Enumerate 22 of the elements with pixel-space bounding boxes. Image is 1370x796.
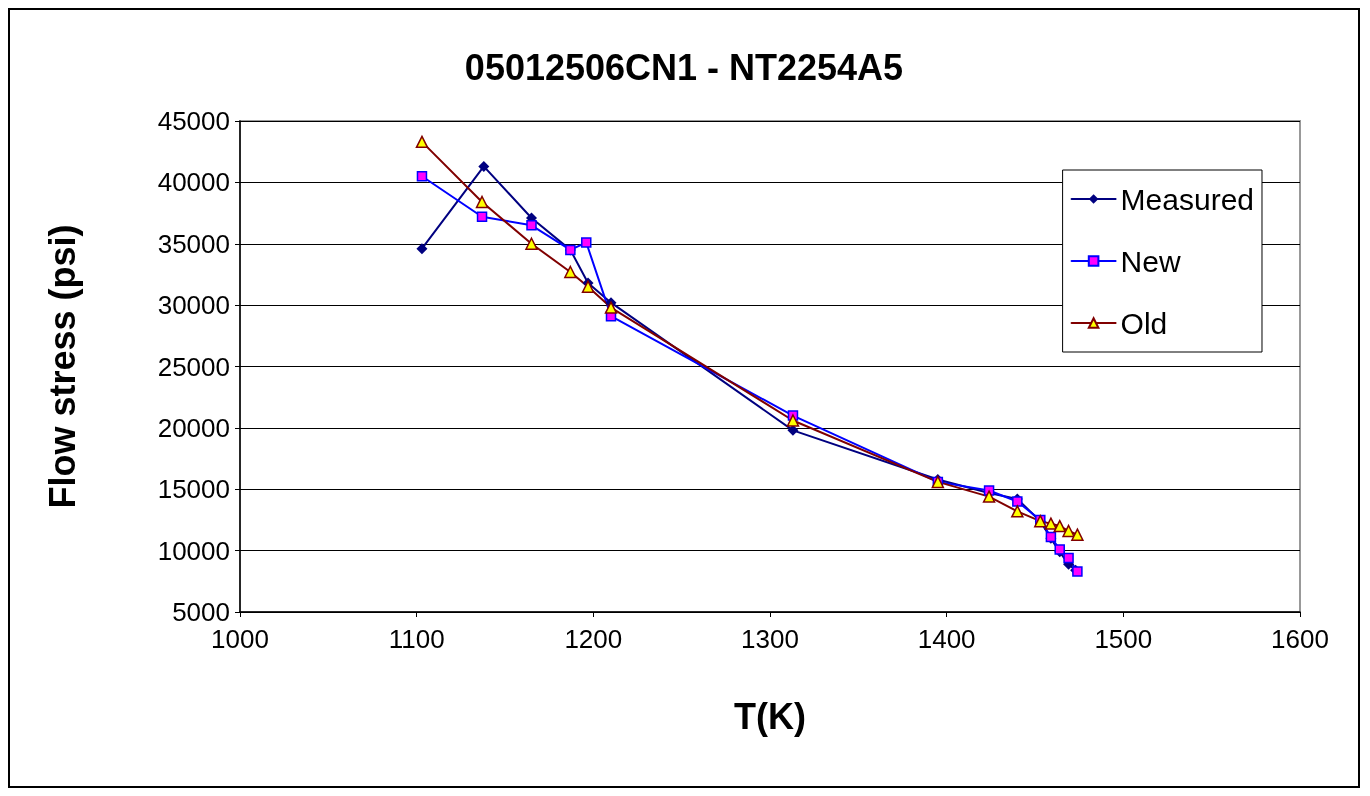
y-tick-label: 20000 (157, 412, 230, 443)
y-tick-label: 5000 (172, 597, 230, 627)
y-tick-label: 35000 (157, 228, 230, 259)
y-tick-label: 40000 (157, 167, 230, 198)
x-tick-label: 1100 (388, 624, 445, 654)
y-tick-label: 30000 (157, 290, 230, 321)
y-tick-label: 45000 (157, 106, 230, 136)
x-tick-label: 1200 (564, 624, 623, 654)
chart-title: 05012506CN1 - NT2254A5 (464, 46, 904, 88)
x-tick-label: 1300 (741, 624, 799, 654)
x-tick-label: 1600 (1271, 624, 1329, 654)
y-axis-title: Flow stress (psi) (41, 224, 83, 509)
x-axis-title: T(K) (734, 695, 806, 737)
legend-label: Measured (1120, 182, 1254, 216)
y-tick-label: 25000 (157, 351, 230, 382)
x-tick-label: 1500 (1094, 624, 1153, 654)
y-tick-label: 10000 (157, 535, 230, 566)
x-tick-label: 1400 (917, 624, 976, 654)
legend-label: New (1120, 244, 1181, 278)
x-tick-label: 1000 (211, 624, 269, 654)
y-tick-label: 15000 (157, 474, 230, 505)
legend-label: Old (1120, 306, 1168, 340)
